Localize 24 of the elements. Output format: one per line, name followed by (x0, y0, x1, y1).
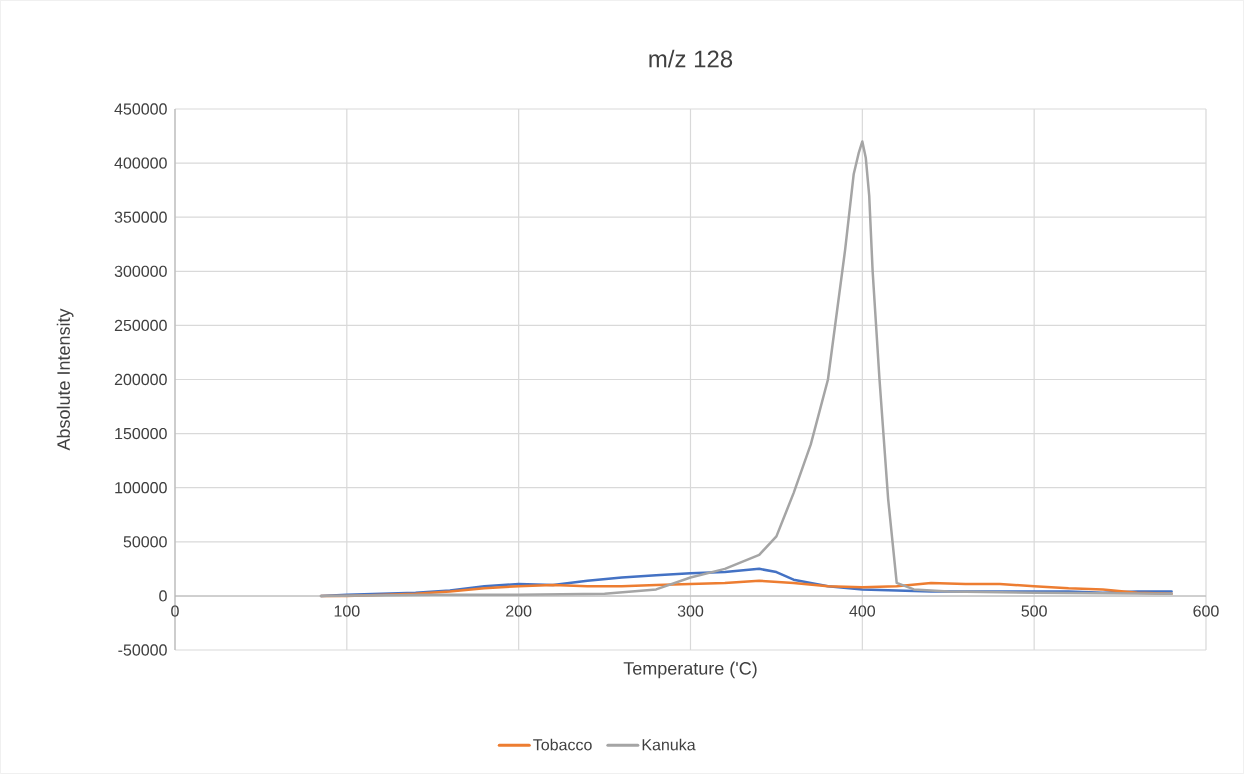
y-tick-label: 300000 (114, 265, 167, 277)
y-tick-label: 100000 (115, 482, 167, 494)
x-tick-label: 200 (506, 605, 532, 617)
x-tick-label: 100 (334, 605, 360, 617)
y-tick-label: 450000 (114, 103, 167, 115)
x-tick-label: 300 (677, 605, 704, 617)
x-tick-label: 600 (1193, 605, 1219, 617)
x-tick-label: 400 (849, 605, 876, 617)
legend-label: Tobacco (533, 738, 592, 751)
y-axis-title: Absolute Intensity (56, 308, 74, 451)
line-series (319, 140, 1173, 598)
x-tick-label: 500 (1021, 605, 1047, 617)
x-tick-label: 0 (171, 605, 179, 617)
chart-title: m/z 128 (649, 49, 733, 68)
y-tick-label: 250000 (114, 319, 167, 332)
y-tick-label: 50000 (123, 536, 167, 548)
y-tick-label: 350000 (114, 211, 167, 223)
y-tick-label: 400000 (114, 157, 167, 169)
y-tick-label: 0 (159, 590, 167, 602)
y-tick-label: 150000 (115, 427, 167, 440)
legend-label: Kanuka (642, 738, 696, 751)
x-axis-title: Temperature ('C) (623, 661, 757, 679)
y-tick-label: -50000 (118, 644, 167, 656)
y-tick-label: 200000 (114, 373, 167, 386)
